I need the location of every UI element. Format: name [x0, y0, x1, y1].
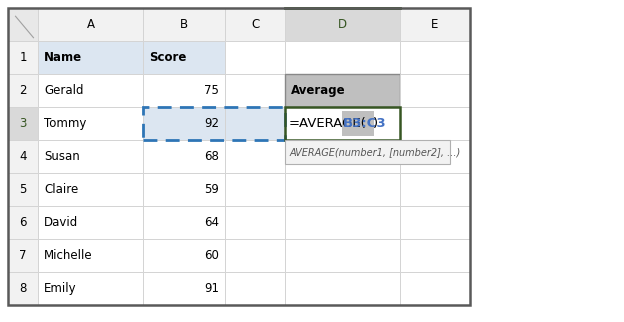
- Text: =AVERAGE(: =AVERAGE(: [289, 117, 367, 130]
- Bar: [38, 107, 143, 140]
- Bar: [38, 239, 143, 272]
- Bar: [285, 239, 400, 272]
- Bar: [8, 140, 38, 173]
- Text: Score: Score: [149, 51, 187, 64]
- Bar: [225, 107, 285, 140]
- Bar: [8, 239, 38, 272]
- Bar: [285, 74, 400, 107]
- Text: Claire: Claire: [44, 183, 78, 196]
- Bar: [8, 74, 38, 107]
- Bar: [38, 206, 143, 239]
- Text: Average: Average: [291, 84, 346, 97]
- Bar: [143, 107, 285, 140]
- Bar: [225, 173, 285, 206]
- Text: 59: 59: [204, 183, 219, 196]
- Text: 2: 2: [19, 84, 27, 97]
- Text: David: David: [44, 216, 78, 229]
- Bar: [225, 239, 285, 272]
- Bar: [38, 140, 143, 173]
- Bar: [8, 206, 38, 239]
- Bar: [8, 41, 38, 74]
- Text: B: B: [180, 18, 188, 31]
- Text: 64: 64: [204, 216, 219, 229]
- Bar: [225, 272, 285, 305]
- Bar: [143, 8, 225, 41]
- Bar: [285, 173, 400, 206]
- Text: Emily: Emily: [44, 282, 77, 295]
- Text: D: D: [338, 18, 347, 31]
- Text: 68: 68: [204, 150, 219, 163]
- Text: Michelle: Michelle: [44, 249, 92, 262]
- Text: B3:C3: B3:C3: [343, 117, 387, 130]
- Bar: [285, 206, 400, 239]
- Bar: [342, 111, 374, 136]
- Bar: [400, 107, 470, 140]
- Bar: [143, 239, 225, 272]
- Text: AVERAGE(number1, [number2], ...): AVERAGE(number1, [number2], ...): [290, 147, 461, 157]
- Text: Gerald: Gerald: [44, 84, 84, 97]
- Text: Tommy: Tommy: [44, 117, 86, 130]
- Text: Susan: Susan: [44, 150, 80, 163]
- Bar: [143, 272, 225, 305]
- Text: 91: 91: [204, 282, 219, 295]
- Bar: [285, 107, 400, 140]
- Text: 8: 8: [19, 282, 27, 295]
- Bar: [38, 272, 143, 305]
- Bar: [143, 41, 225, 74]
- Bar: [38, 8, 143, 41]
- Text: 92: 92: [204, 117, 219, 130]
- Bar: [38, 41, 143, 74]
- Bar: [285, 107, 400, 140]
- Text: 7: 7: [19, 249, 27, 262]
- Bar: [38, 74, 143, 107]
- Text: A: A: [87, 18, 94, 31]
- Bar: [38, 173, 143, 206]
- Text: 5: 5: [19, 183, 27, 196]
- Bar: [225, 41, 285, 74]
- Text: 1: 1: [19, 51, 27, 64]
- Text: 4: 4: [19, 150, 27, 163]
- Bar: [8, 272, 38, 305]
- Bar: [285, 140, 450, 164]
- Bar: [400, 173, 470, 206]
- Bar: [8, 8, 470, 305]
- Bar: [225, 140, 285, 173]
- Bar: [143, 107, 225, 140]
- Text: C: C: [251, 18, 259, 31]
- Text: 3: 3: [19, 117, 27, 130]
- Bar: [285, 140, 400, 173]
- Bar: [400, 239, 470, 272]
- Bar: [225, 74, 285, 107]
- Text: ): ): [373, 117, 378, 130]
- Bar: [400, 74, 470, 107]
- Bar: [285, 8, 400, 41]
- Text: 6: 6: [19, 216, 27, 229]
- Bar: [285, 41, 400, 74]
- Bar: [143, 140, 225, 173]
- Bar: [8, 8, 470, 306]
- Bar: [143, 173, 225, 206]
- Bar: [225, 8, 285, 41]
- Bar: [400, 140, 470, 173]
- Bar: [8, 173, 38, 206]
- Text: 75: 75: [204, 84, 219, 97]
- Bar: [400, 206, 470, 239]
- Bar: [400, 41, 470, 74]
- Text: Name: Name: [44, 51, 82, 64]
- Bar: [400, 8, 470, 41]
- Bar: [8, 107, 38, 140]
- Text: E: E: [431, 18, 439, 31]
- Bar: [143, 74, 225, 107]
- Bar: [143, 206, 225, 239]
- Bar: [225, 206, 285, 239]
- Bar: [400, 272, 470, 305]
- Text: 60: 60: [204, 249, 219, 262]
- Bar: [285, 272, 400, 305]
- Bar: [8, 8, 38, 41]
